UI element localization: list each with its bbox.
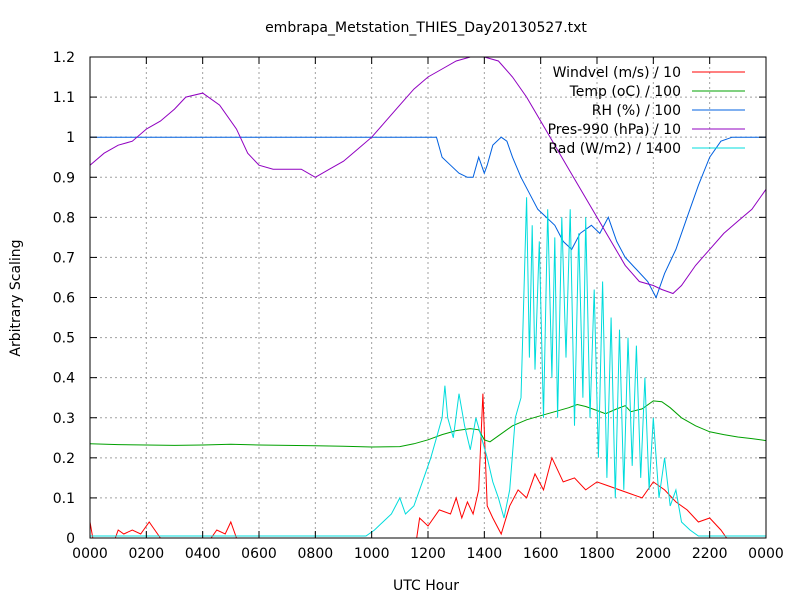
x-tick-label: 1000 <box>354 546 390 562</box>
y-tick-label: 0.4 <box>53 371 75 387</box>
x-tick-label: 0200 <box>129 546 165 562</box>
x-tick-label: 0000 <box>72 546 108 562</box>
series-line-3 <box>89 56 767 295</box>
series-line-1 <box>89 400 767 448</box>
y-tick-label: 0.1 <box>53 491 75 507</box>
axis-ticks: 0000 0200 0400 0600 0800 1000 1200 1400 1600 1800… <box>53 50 784 562</box>
legend-label-1: Temp (oC) / 100 <box>569 84 681 100</box>
y-tick-label: 0.6 <box>53 291 75 307</box>
y-tick-label: 0.2 <box>53 451 75 467</box>
legend-label-4: Rad (W/m2) / 1400 <box>548 141 681 157</box>
x-tick-label: 1800 <box>579 546 615 562</box>
y-tick-label: 1.2 <box>53 50 75 66</box>
y-tick-label: 0.7 <box>53 250 75 266</box>
legend: Windvel (m/s) / 10 Temp (oC) / 100 RH (%) … <box>548 65 745 157</box>
series-lines <box>89 56 767 539</box>
x-tick-label: 0800 <box>298 546 334 562</box>
y-tick-label: 1.1 <box>53 90 75 106</box>
y-axis-label: Arbitrary Scaling <box>8 239 24 356</box>
x-tick-label: 1200 <box>410 546 446 562</box>
y-tick-label: 0.9 <box>53 170 75 186</box>
x-tick-label: 0400 <box>185 546 221 562</box>
y-tick-label: 0 <box>66 531 75 547</box>
series-line-2 <box>90 136 766 299</box>
legend-label-0: Windvel (m/s) / 10 <box>553 65 681 81</box>
y-tick-label: 1 <box>66 130 75 146</box>
chart-title: embrapa_Metstation_THIES_Day20130527.txt <box>265 20 587 36</box>
x-tick-label: 2000 <box>636 546 672 562</box>
x-axis-label: UTC Hour <box>393 578 459 594</box>
legend-label-2: RH (%) / 100 <box>592 103 681 119</box>
series-line-4 <box>90 197 766 537</box>
x-tick-label: 1600 <box>523 546 559 562</box>
x-tick-label: 1400 <box>467 546 503 562</box>
y-tick-label: 0.5 <box>53 331 75 347</box>
y-tick-label: 0.3 <box>53 411 75 427</box>
y-tick-label: 0.8 <box>53 210 75 226</box>
x-tick-label: 2200 <box>692 546 728 562</box>
x-tick-label: 0000 <box>748 546 784 562</box>
legend-label-3: Pres-990 (hPa) / 10 <box>548 122 681 138</box>
x-tick-label: 0600 <box>241 546 277 562</box>
